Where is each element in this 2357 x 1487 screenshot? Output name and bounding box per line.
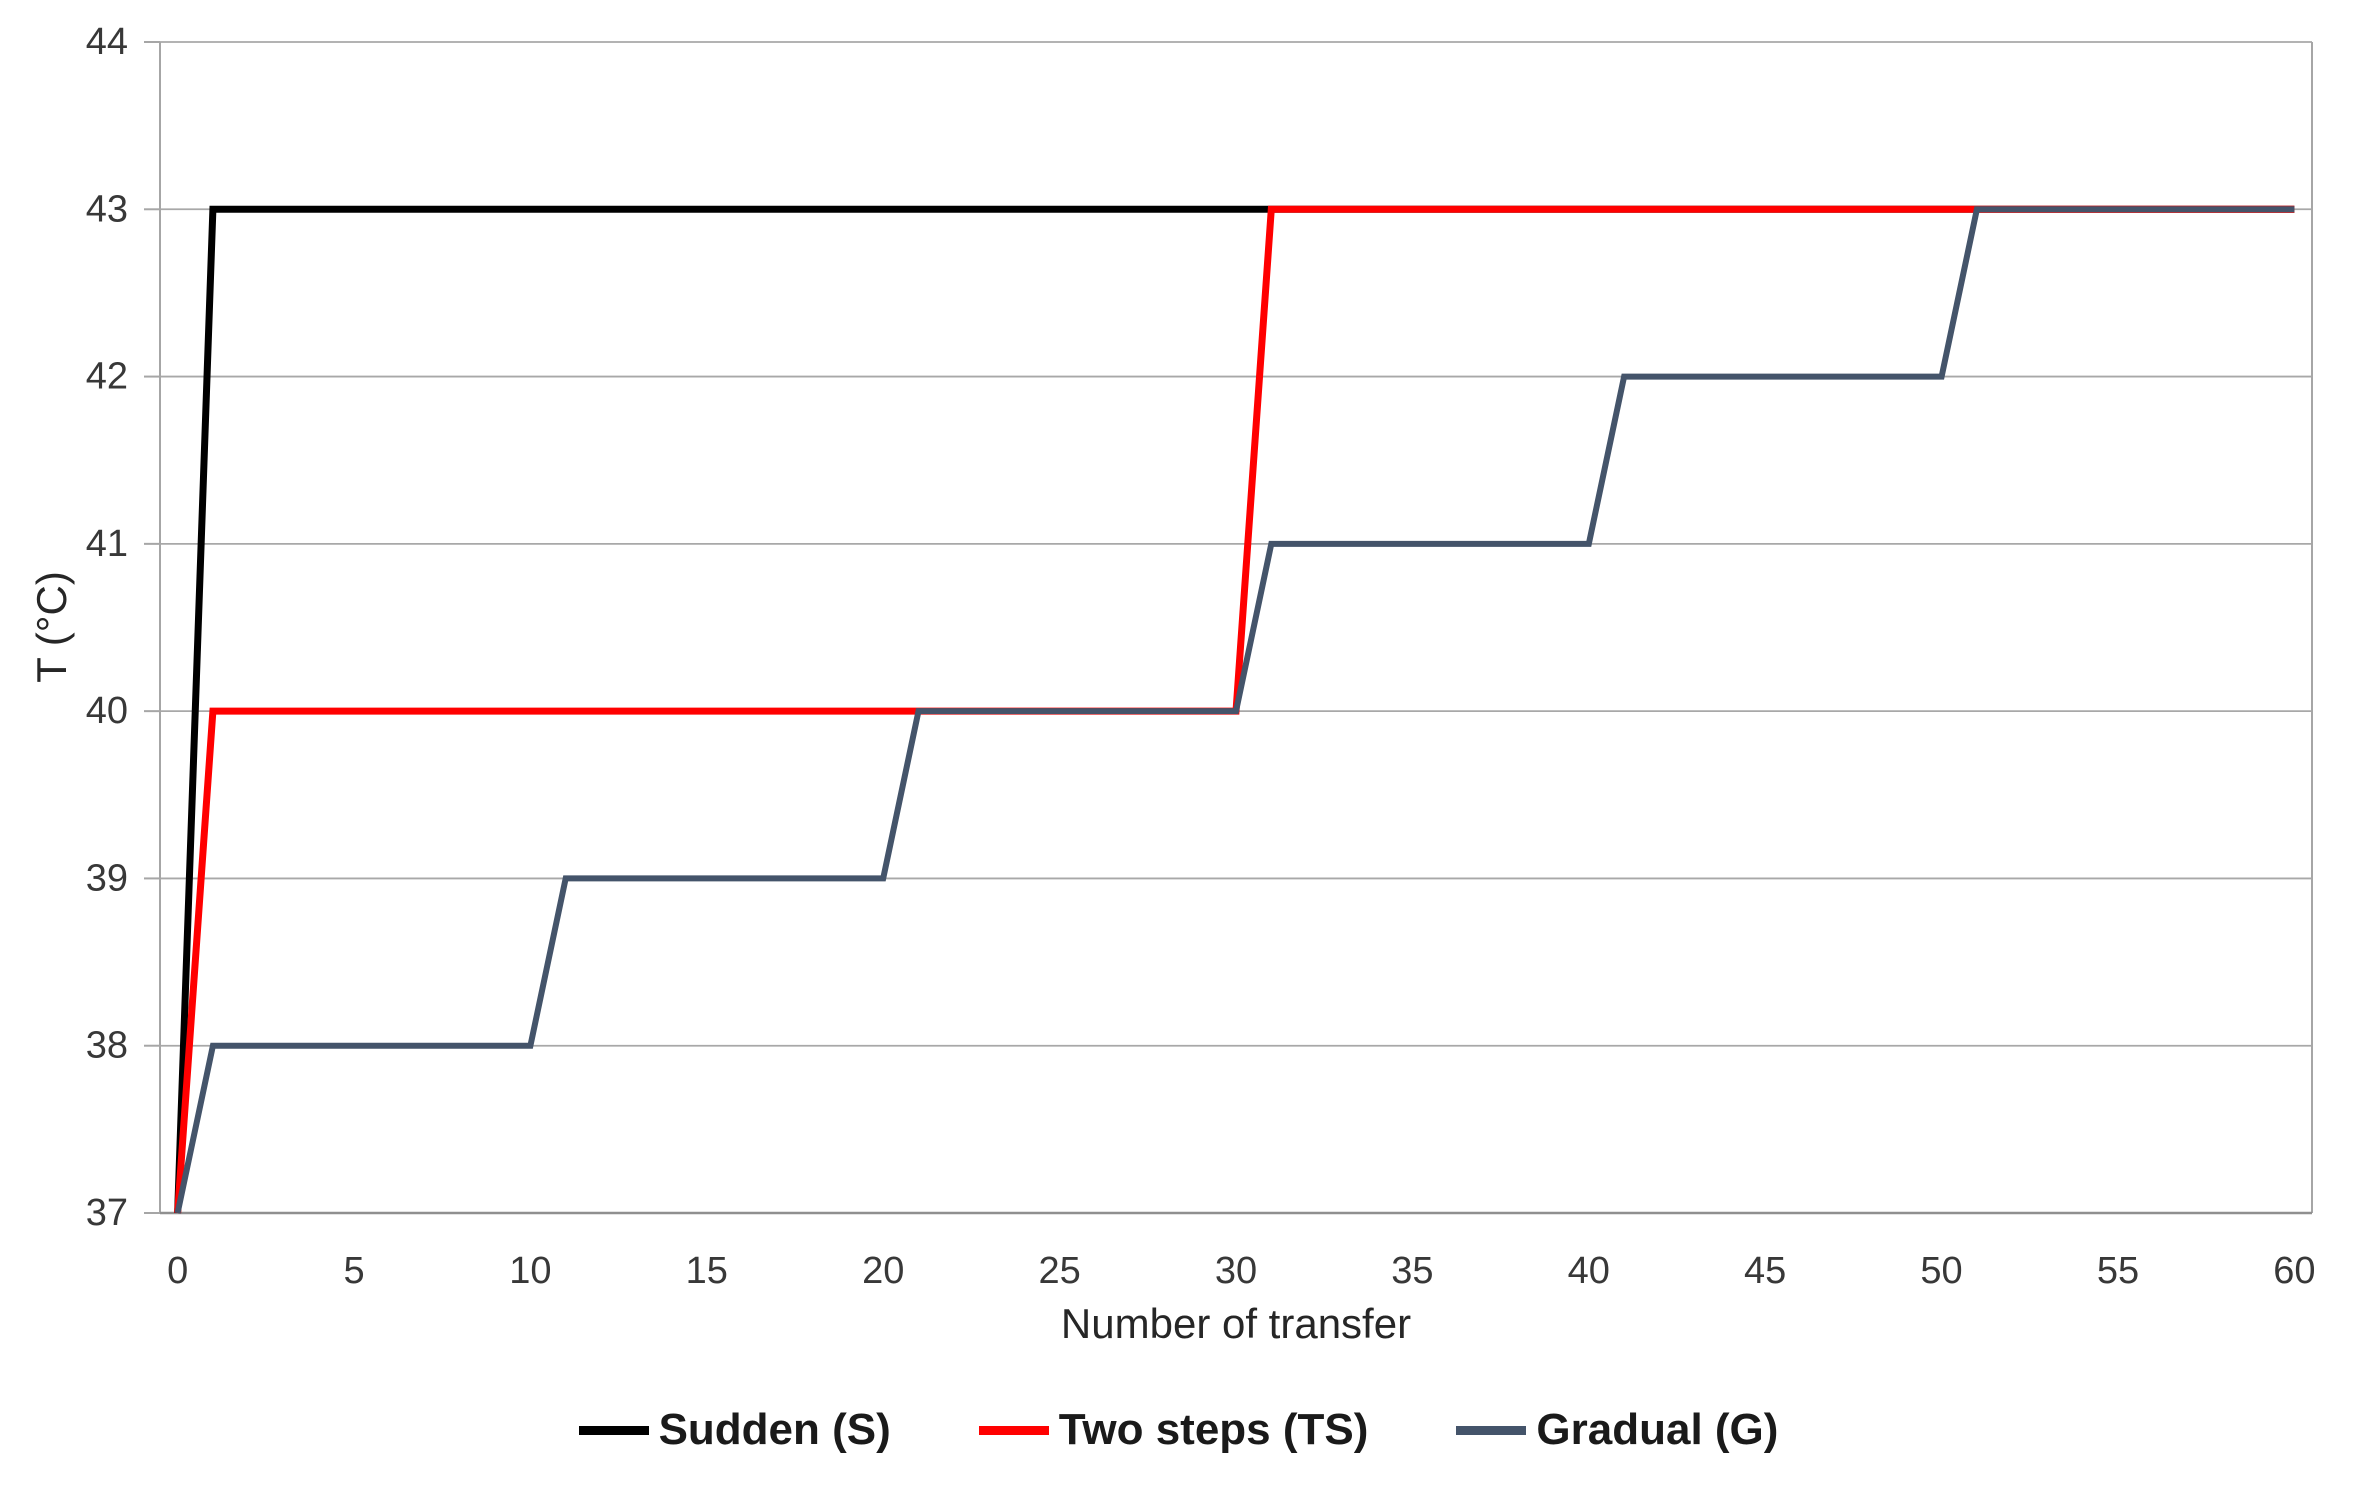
y-tick-label-37: 37 bbox=[86, 1192, 128, 1234]
series-line-gradual-g bbox=[174, 206, 2295, 1214]
legend-swatch-sudden bbox=[578, 1425, 649, 1435]
x-tick-label-10: 10 bbox=[509, 1250, 551, 1292]
x-axis-title: Number of transfer bbox=[1060, 1300, 1412, 1347]
x-tick-label-60: 60 bbox=[2273, 1250, 2315, 1292]
legend-label-gradual: Gradual (G) bbox=[1536, 1405, 1779, 1454]
x-tick-label-40: 40 bbox=[1568, 1250, 1610, 1292]
legend: Sudden (S) Two steps (TS) Gradual (G) bbox=[0, 1392, 2357, 1468]
y-tick-label-43: 43 bbox=[86, 188, 128, 230]
x-tick-label-25: 25 bbox=[1038, 1250, 1080, 1292]
y-tick-label-44: 44 bbox=[86, 21, 128, 63]
x-tick-label-45: 45 bbox=[1744, 1250, 1786, 1292]
x-tick-label-35: 35 bbox=[1391, 1250, 1433, 1292]
legend-label-two-steps: Two steps (TS) bbox=[1058, 1405, 1369, 1454]
y-tick-label-40: 40 bbox=[86, 690, 128, 732]
x-tick-label-5: 5 bbox=[343, 1250, 364, 1292]
legend-item-gradual: Gradual (G) bbox=[1456, 1405, 1778, 1455]
y-tick-label-41: 41 bbox=[86, 523, 128, 565]
legend-item-two-steps: Two steps (TS) bbox=[978, 1405, 1369, 1455]
x-tick-label-20: 20 bbox=[862, 1250, 904, 1292]
x-tick-label-0: 0 bbox=[167, 1250, 188, 1292]
y-tick-label-39: 39 bbox=[86, 857, 128, 899]
x-tick-label-55: 55 bbox=[2097, 1250, 2139, 1292]
y-tick-label-38: 38 bbox=[86, 1025, 128, 1067]
y-axis-title: T (°C) bbox=[28, 571, 75, 683]
y-tick-label-42: 42 bbox=[86, 356, 128, 398]
legend-swatch-gradual bbox=[1456, 1425, 1527, 1435]
x-tick-label-30: 30 bbox=[1215, 1250, 1257, 1292]
legend-swatch-two-steps bbox=[978, 1425, 1049, 1435]
legend-item-sudden: Sudden (S) bbox=[578, 1405, 891, 1455]
x-tick-label-15: 15 bbox=[686, 1250, 728, 1292]
x-tick-label-50: 50 bbox=[1920, 1250, 1962, 1292]
legend-label-sudden: Sudden (S) bbox=[658, 1405, 891, 1454]
